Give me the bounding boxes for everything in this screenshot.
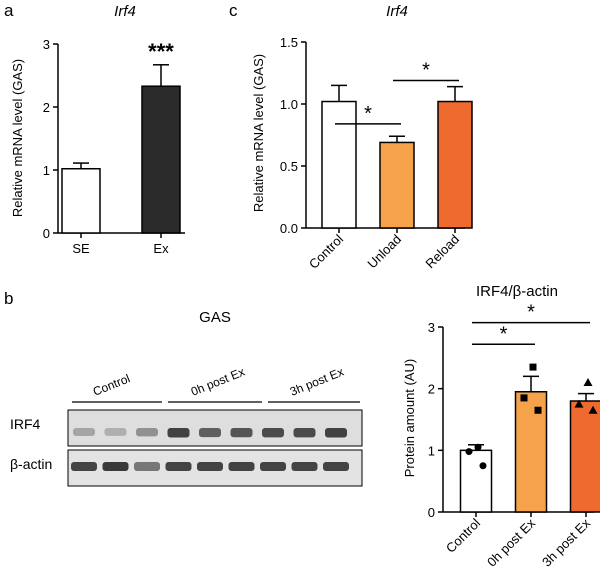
- y-tick-label: 0.0: [280, 221, 298, 236]
- blot-band-actin-1: [102, 462, 129, 471]
- chart-panel-a: Irf4 Relative mRNA level (GAS) 0 1 2 3 SE Ex ***: [10, 3, 185, 256]
- y-tick-label: 1.0: [280, 97, 298, 112]
- blot-band-irf4-4: [199, 428, 221, 438]
- bar-1: [141, 85, 181, 234]
- blot-group-label-0: Control: [91, 371, 132, 398]
- data-point: [479, 462, 487, 470]
- blot-band-irf4-0: [73, 428, 95, 437]
- significance-label: *: [527, 302, 535, 324]
- y-tick-label: 1: [43, 163, 50, 178]
- blot-row-label-irf4: IRF4: [10, 416, 41, 432]
- y-tick-label: 2: [43, 100, 50, 115]
- x-tick-label-0: Control: [306, 231, 346, 271]
- chart-title: Irf4: [114, 3, 136, 20]
- y-tick-label: 0: [43, 226, 50, 241]
- x-tick-label-0: Control: [443, 515, 483, 555]
- panel-label-a: a: [4, 1, 14, 20]
- bar-0: [61, 167, 101, 234]
- panel-label-b: b: [4, 289, 13, 308]
- y-axis-label: Protein amount (AU): [402, 359, 417, 478]
- bar-1: [514, 391, 548, 513]
- data-point: [520, 394, 528, 402]
- data-point: [465, 448, 473, 456]
- blot-band-irf4-5: [230, 428, 253, 438]
- y-tick-label: 3: [428, 320, 435, 335]
- panel-label-c: c: [229, 1, 238, 20]
- western-blot: GAS Control 0h post Ex 3h post Ex IRF4 β-a…: [10, 309, 363, 487]
- data-point: [574, 399, 584, 408]
- blot-band-actin-8: [323, 462, 349, 471]
- y-tick-label: 1: [428, 443, 435, 458]
- blot-group-label-2: 3h post Ex: [288, 365, 346, 399]
- bar-1: [379, 141, 415, 229]
- blot-band-actin-5: [228, 462, 255, 471]
- x-tick-label-1: Ex: [153, 241, 169, 256]
- blot-band-actin-6: [260, 462, 286, 471]
- y-axis-label: Relative mRNA level (GAS): [10, 59, 25, 217]
- significance-label: *: [422, 59, 430, 81]
- bar-2: [569, 400, 600, 513]
- x-tick-label-2: 3h post Ex: [539, 515, 593, 569]
- blot-band-actin-4: [197, 462, 223, 471]
- y-tick-label: 1.5: [280, 35, 298, 50]
- y-tick-label: 0.5: [280, 159, 298, 174]
- chart-title: Irf4: [386, 3, 408, 20]
- blot-band-actin-7: [291, 462, 318, 471]
- data-point: [588, 405, 598, 414]
- blot-band-irf4-3: [167, 428, 190, 438]
- significance-label: *: [364, 103, 372, 125]
- x-tick-label-2: Reload: [422, 232, 462, 272]
- blot-row-label-actin: β-actin: [10, 456, 52, 472]
- chart-panel-b-quant: IRF4/β-actin Protein amount (AU) 0 1 2 3 Contr…: [402, 283, 600, 570]
- significance-label: *: [500, 323, 508, 345]
- data-point: [583, 378, 593, 386]
- significance-label: ***: [148, 39, 174, 64]
- blot-band-actin-3: [165, 462, 192, 471]
- blot-band-irf4-8: [325, 428, 347, 438]
- x-tick-label-1: Unload: [364, 232, 404, 272]
- data-point: [534, 406, 542, 414]
- blot-band-actin-2: [134, 462, 160, 471]
- blot-group-label-1: 0h post Ex: [189, 365, 247, 399]
- data-point: [474, 443, 482, 451]
- chart-panel-c: Irf4 Relative mRNA level (GAS) 0.0 0.5 1.0 1.…: [251, 3, 473, 272]
- y-axis-label: Relative mRNA level (GAS): [251, 54, 266, 212]
- blot-band-irf4-2: [136, 428, 158, 437]
- chart-title: IRF4/β-actin: [476, 283, 558, 300]
- data-point: [529, 363, 537, 371]
- blot-band-actin-0: [71, 462, 97, 471]
- blot-band-irf4-1: [104, 428, 127, 436]
- blot-band-irf4-6: [262, 428, 284, 438]
- blot-title: GAS: [199, 309, 231, 326]
- bar-0: [321, 100, 357, 229]
- y-tick-label: 0: [428, 505, 435, 520]
- bar-0: [459, 449, 493, 513]
- y-tick-label: 3: [43, 37, 50, 52]
- blot-band-irf4-7: [293, 428, 316, 438]
- bar-2: [437, 100, 473, 229]
- y-tick-label: 2: [428, 382, 435, 397]
- x-tick-label-0: SE: [72, 241, 90, 256]
- x-tick-label-1: 0h post Ex: [484, 515, 538, 569]
